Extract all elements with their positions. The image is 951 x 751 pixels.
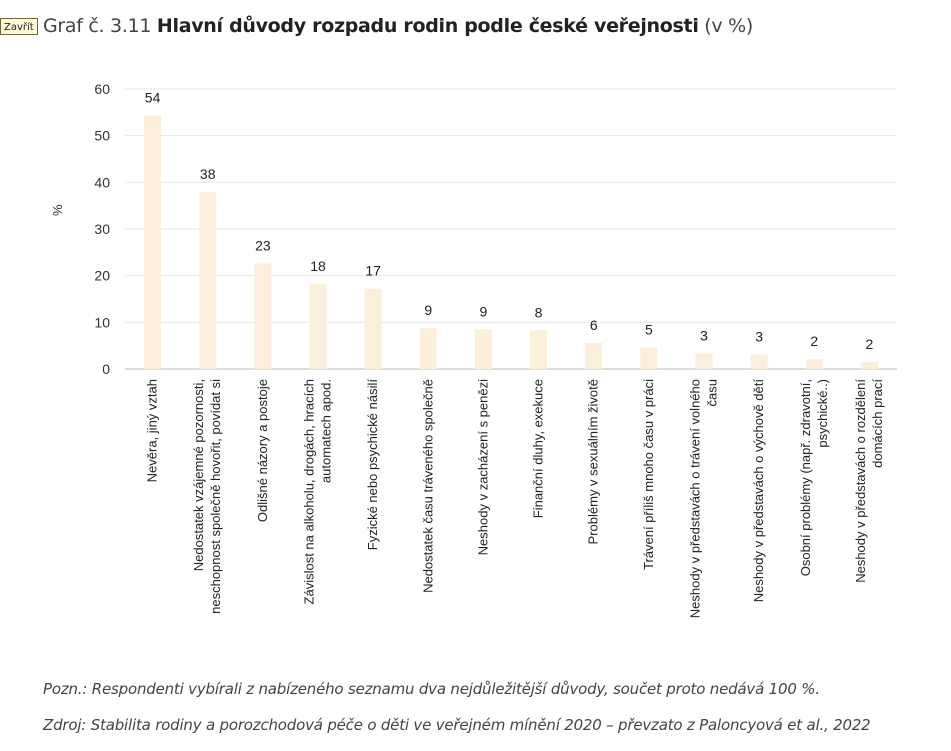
y-tick-label: 60: [94, 81, 110, 97]
bar: [419, 327, 437, 369]
y-tick-label: 10: [94, 314, 110, 330]
x-tick-label: domácích prací: [870, 379, 885, 468]
data-label: 6: [590, 317, 598, 333]
bar: [254, 263, 272, 369]
title-prefix: Graf č. 3.11: [43, 15, 152, 37]
x-tick-label: Neshody v představách o trávení volného: [688, 379, 703, 618]
note-text: Pozn.: Respondenti vybírali z nabízeného…: [43, 680, 820, 698]
data-label: 54: [145, 90, 161, 106]
data-label: 9: [480, 303, 488, 319]
data-label: 18: [310, 258, 326, 274]
x-tick-label: Neshody v zacházení s penězi: [475, 379, 490, 555]
chart-title: Graf č. 3.11 Hlavní důvody rozpadu rodin…: [43, 15, 753, 37]
x-tick-label: automatech apod.: [319, 379, 334, 483]
y-tick-label: 20: [94, 268, 110, 284]
y-axis-label: %: [50, 204, 65, 216]
data-label: 3: [755, 329, 763, 345]
bar: [860, 362, 878, 369]
y-tick-label: 0: [102, 361, 110, 377]
x-tick-label: Fyzické nebo psychické násilí: [365, 379, 380, 551]
bar-chart: 0 10 20 30 40 50 60 54 Nevěra, jiný vztah 38 Nedos…: [0, 60, 951, 660]
x-tick-label: Osobní problémy (např. zdravotní,: [798, 379, 813, 576]
data-label: 2: [866, 336, 874, 352]
bar: [364, 288, 382, 369]
data-label: 2: [810, 333, 818, 349]
bar: [695, 353, 713, 369]
y-tick-label: 30: [94, 221, 110, 237]
data-label: 5: [645, 322, 653, 338]
bar: [585, 342, 603, 369]
x-tick-label: Neshody v představách o rozdělení: [853, 379, 868, 583]
bar: [805, 359, 823, 369]
bar: [474, 329, 492, 369]
x-tick-label: Neshody v představách o výchově dětí: [751, 379, 766, 603]
bar: [199, 192, 217, 369]
x-tick-label: Nedostatek času tráveného společně: [420, 379, 435, 593]
x-tick-label: neschopnost společně hovořit, povídat si: [208, 379, 223, 614]
x-tick-label: Trávení příliš mnoho času v práci: [641, 379, 656, 570]
bar: [640, 347, 658, 369]
y-tick-label: 40: [94, 174, 110, 190]
data-label: 38: [200, 166, 216, 182]
bar: [309, 284, 327, 369]
bar: [530, 330, 548, 369]
x-tick-label: Odlišné názory a postoje: [255, 379, 270, 522]
bar: [144, 115, 162, 369]
x-tick-label: Nevěra, jiný vztah: [145, 379, 160, 482]
title-suffix: (v %): [704, 15, 753, 37]
x-tick-label: Finanční dluhy, exekuce: [531, 379, 546, 518]
bar: [750, 354, 768, 369]
x-tick-label: Závislost na alkoholu, drogách, hracích: [302, 379, 317, 604]
x-tick-label: psychické..): [815, 379, 830, 448]
source-text: Zdroj: Stabilita rodiny a porozchodová p…: [43, 716, 871, 734]
x-tick-label: Nedostatek vzájemné pozornosti,: [191, 379, 206, 571]
y-tick-label: 50: [94, 128, 110, 144]
x-tick-label: Problémy v sexuálním životě: [586, 379, 601, 544]
data-label: 9: [424, 302, 432, 318]
data-label: 23: [255, 238, 271, 254]
data-label: 8: [535, 304, 543, 320]
x-tick-label: času: [705, 379, 720, 406]
data-label: 17: [365, 263, 381, 279]
data-label: 3: [700, 328, 708, 344]
title-main: Hlavní důvody rozpadu rodin podle české …: [156, 15, 699, 37]
close-button[interactable]: Zavřít: [0, 18, 38, 35]
